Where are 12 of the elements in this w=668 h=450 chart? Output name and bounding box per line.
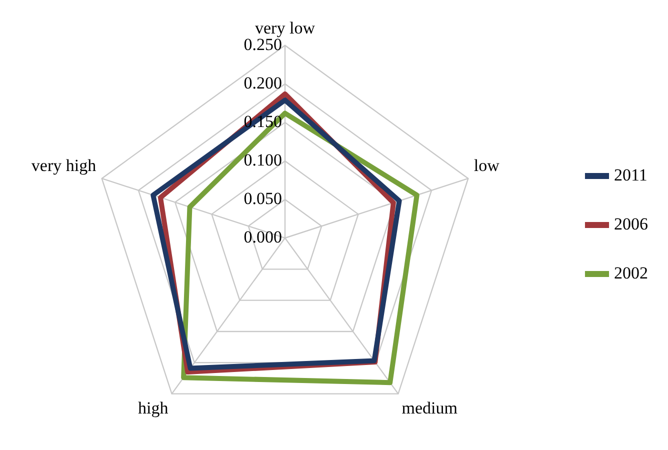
y-tick-label: 0.000 [244, 227, 282, 246]
spoke-label: low [474, 156, 500, 175]
spoke-label: very high [31, 156, 97, 175]
y-tick-label: 0.050 [244, 188, 282, 208]
spoke-label: medium [402, 398, 458, 418]
y-tick-label: 0.200 [244, 73, 282, 92]
legend-label: 2011 [614, 165, 648, 184]
legend-label: 2002 [614, 263, 648, 282]
y-tick-label: 0.100 [244, 150, 282, 170]
spoke-label: very low [255, 18, 316, 38]
legend-label: 2006 [614, 214, 648, 234]
spoke-label: high [138, 398, 169, 418]
